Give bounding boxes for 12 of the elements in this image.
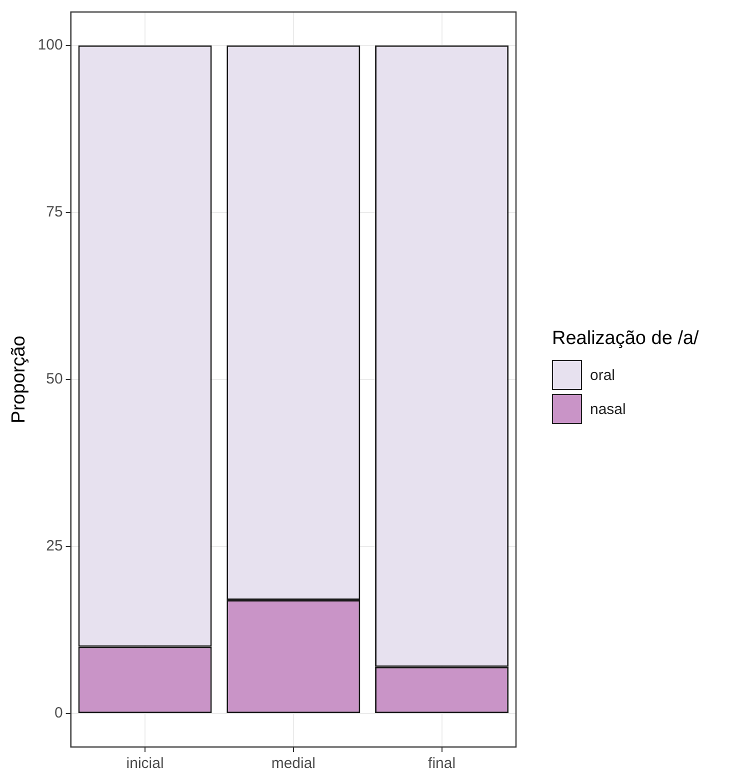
legend-title: Realização de /a/	[552, 328, 699, 350]
y-tick-label: 25	[46, 538, 63, 555]
y-axis-title: Proporção	[8, 336, 30, 424]
y-tick-label: 75	[46, 204, 63, 221]
y-tick-label: 0	[54, 704, 63, 722]
y-tick-label: 100	[38, 36, 63, 54]
x-tick-label: inicial	[126, 755, 164, 772]
x-tick-label: final	[428, 755, 456, 772]
text: oral	[590, 366, 616, 384]
x-tick-label: medial	[271, 755, 316, 772]
y-tick-label: 50	[46, 370, 63, 388]
legend-label: nasal	[590, 400, 626, 418]
